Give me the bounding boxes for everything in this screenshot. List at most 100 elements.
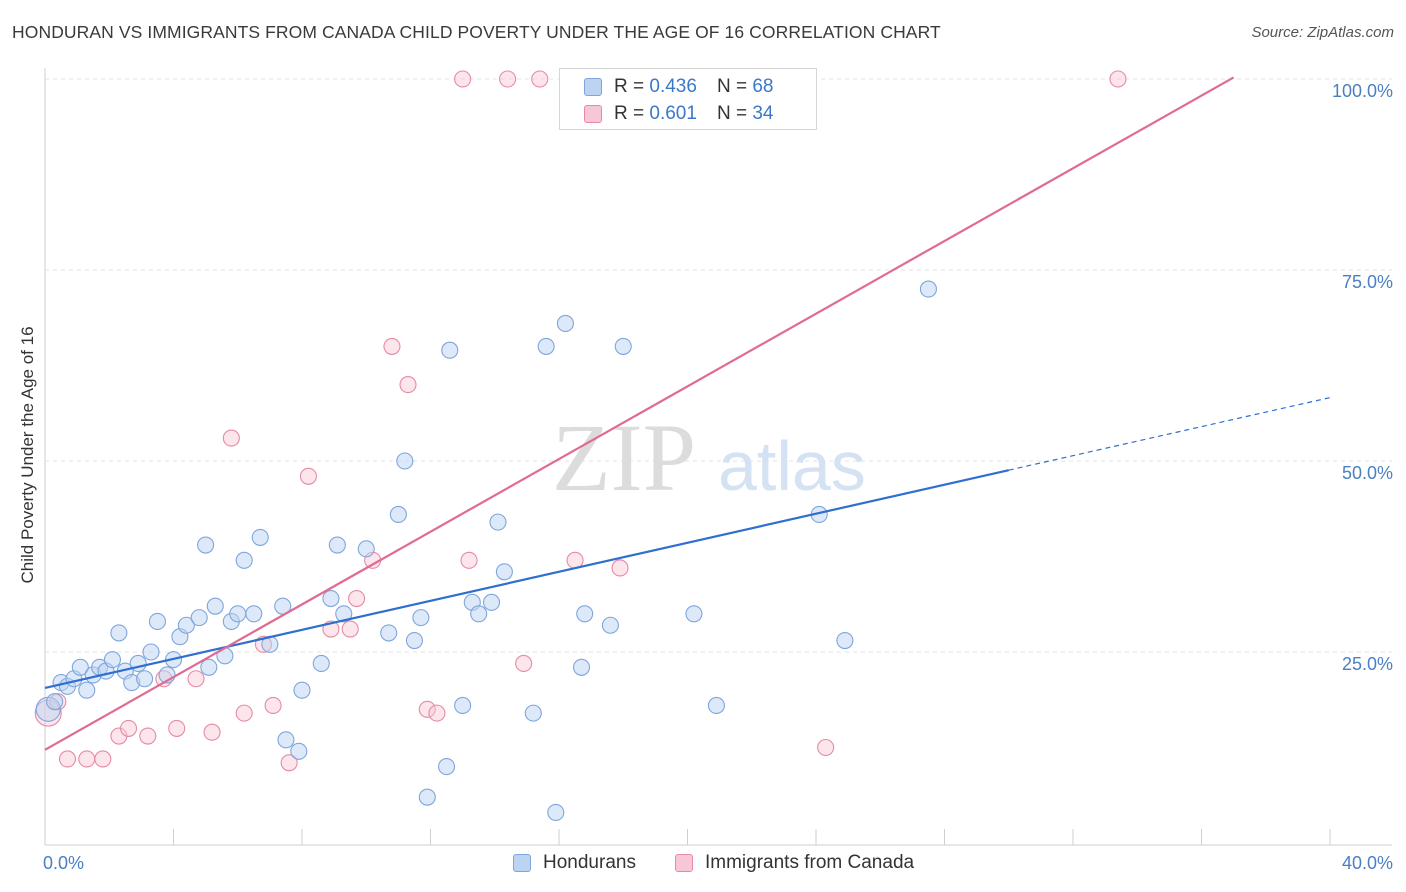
hondurans-point [190, 609, 208, 627]
canada-point [341, 620, 359, 638]
hondurans-point [556, 314, 574, 333]
chart-title: HONDURAN VS IMMIGRANTS FROM CANADA CHILD… [12, 22, 941, 42]
canada-point [418, 700, 436, 718]
watermark: ZIP atlas [552, 404, 866, 511]
legend-label-canada: Immigrants from Canada [705, 852, 915, 873]
hondurans-swatch [584, 78, 602, 96]
canada-point [78, 750, 96, 768]
canada-swatch [584, 105, 602, 123]
hondurans-point [136, 670, 154, 688]
hondurans-point [293, 681, 311, 699]
hondurans-point [78, 681, 96, 699]
canada-point [299, 467, 317, 485]
hondurans-point [614, 337, 632, 355]
hondurans-point [110, 624, 128, 642]
canada-point [817, 738, 835, 757]
canada-point [454, 70, 472, 88]
hondurans-point [197, 536, 215, 554]
canada-point [428, 704, 446, 722]
r-label: R = [614, 103, 645, 124]
hondurans-point [245, 605, 263, 623]
canada-point [399, 376, 417, 394]
canada-trend-line [44, 76, 1235, 751]
legend-row-canada: R = 0.601 N = 34 [584, 101, 773, 127]
hondurans-point [438, 758, 456, 776]
r-value: 0.601 [649, 103, 697, 124]
hondurans-point [454, 696, 472, 715]
canada-point [499, 70, 517, 88]
hondurans-point [235, 551, 253, 569]
canada-swatch [675, 854, 693, 872]
hondurans-point [418, 788, 436, 806]
hondurans-point [685, 605, 703, 623]
legend-row-hondurans: R = 0.436 N = 68 [584, 74, 773, 100]
hondurans-point [71, 658, 89, 676]
hondurans-point [148, 612, 166, 630]
hondurans-point [389, 505, 407, 524]
canada-point [168, 719, 186, 737]
n-label: N = [716, 103, 748, 124]
legend-item-canada[interactable]: Immigrants from Canada [675, 852, 914, 874]
canada-point [460, 551, 478, 569]
hondurans-point [919, 280, 937, 298]
hondurans-point [396, 452, 414, 470]
hondurans-point [46, 693, 64, 711]
hondurans-point [524, 704, 542, 722]
canada-point [119, 719, 138, 737]
hondurans-point [441, 341, 459, 359]
canada-point [611, 559, 629, 577]
canada-point [264, 696, 282, 715]
hondurans-trend-line [44, 469, 1009, 689]
canada-point [58, 750, 77, 768]
y-tick-label: 100.0% [1332, 81, 1393, 101]
hondurans-point [405, 631, 423, 650]
canada-point [139, 727, 157, 745]
hondurans-point [277, 731, 295, 749]
legend-label-hondurans: Hondurans [543, 852, 636, 873]
r-label: R = [614, 76, 645, 97]
hondurans-point [380, 624, 398, 642]
hondurans-point [537, 337, 555, 355]
hondurans-point [335, 605, 353, 623]
hondurans-point [412, 609, 430, 627]
y-tick-label: 25.0% [1342, 654, 1393, 674]
hondurans-point [251, 528, 269, 546]
hondurans-point [328, 536, 346, 554]
trend-lines [44, 76, 1331, 751]
canada-point [187, 670, 205, 688]
canada-point [203, 723, 221, 741]
canada-point [235, 704, 253, 722]
hondurans-point [229, 605, 247, 623]
x-tick-label: 0.0% [43, 853, 84, 873]
series-legend: Hondurans Immigrants from Canada [0, 852, 1406, 878]
canada-point [222, 429, 240, 447]
hondurans-point [489, 513, 507, 531]
hondurans-swatch [513, 854, 531, 872]
hondurans-point [206, 597, 224, 615]
source-label: Source: ZipAtlas.com [1251, 24, 1394, 41]
legend-item-hondurans[interactable]: Hondurans [513, 852, 636, 874]
canada-point [531, 70, 549, 88]
canada-point [1109, 70, 1127, 88]
y-tick-label: 50.0% [1342, 463, 1393, 483]
hondurans-point [290, 742, 308, 760]
hondurans-point [572, 658, 591, 676]
n-value: 68 [752, 76, 774, 97]
hondurans-point [601, 616, 619, 634]
y-tick-labels: 25.0% 50.0% 75.0% 100.0% [1332, 81, 1393, 674]
x-tick-labels: 0.0% 40.0% [43, 853, 1393, 873]
hondurans-point [312, 654, 330, 673]
y-tick-label: 75.0% [1342, 272, 1393, 292]
watermark-atlas: atlas [718, 427, 866, 505]
canada-point [280, 754, 298, 772]
hondurans-points [35, 280, 937, 821]
hondurans-point [470, 605, 488, 623]
canada-point [94, 750, 112, 768]
hondurans-trend-extension [1008, 397, 1331, 471]
watermark-zip: ZIP [552, 404, 696, 511]
hondurans-point [836, 631, 854, 650]
hondurans-point [357, 540, 375, 558]
canada-point [383, 337, 401, 355]
hondurans-point [322, 589, 340, 608]
